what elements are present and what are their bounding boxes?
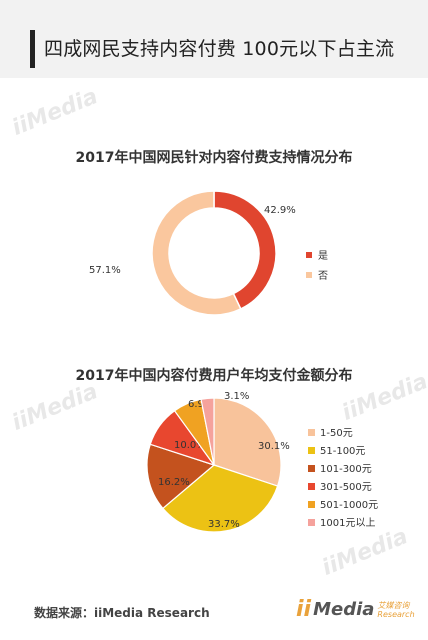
pie-value-label-4: 6.9% [188, 399, 213, 410]
header-accent-bar [30, 30, 35, 68]
legend-swatch-2 [308, 465, 315, 472]
donut-chart-support: 42.9% 57.1% 是否 [89, 190, 328, 316]
pie-value-label-3: 10.0% [174, 440, 206, 451]
pie-chart-spending: 30.1% 33.7% 16.2% 10.0% 6.9% 3.1% 1-50元 51-100元… [146, 391, 378, 533]
pie-value-label-5: 3.1% [224, 391, 249, 402]
legend-label-5: 1001元以上 [320, 517, 375, 529]
legend-label-0: 是 [318, 250, 328, 262]
header-banner: 四成网民支持内容付费 100元以下占主流 [0, 0, 428, 78]
logo-en: Research [377, 609, 415, 619]
page-title: 四成网民支持内容付费 100元以下占主流 [44, 38, 395, 60]
watermark: iiMedia [8, 84, 102, 141]
legend-label-1: 否 [318, 270, 328, 282]
pie-slice-5 [200, 397, 215, 466]
chart-title-spending: 2017年中国内容付费用户年均支付金额分布 [75, 368, 353, 384]
donut-value-label-0: 42.9% [264, 205, 296, 216]
pie-value-label-0: 30.1% [258, 441, 290, 452]
logo-mark: ii [296, 597, 312, 622]
iimedia-logo: ii Media 艾媒咨询 Research [296, 597, 415, 622]
pie-value-label-1: 33.7% [208, 519, 240, 530]
legend-label-2: 101-300元 [320, 464, 372, 475]
legend-swatch-0 [308, 429, 315, 436]
legend-swatch-3 [308, 483, 315, 490]
legend-label-4: 501-1000元 [320, 500, 378, 511]
logo-text: Media [313, 599, 375, 620]
legend-swatch-4 [308, 501, 315, 508]
legend-label-0: 1-50元 [320, 428, 353, 439]
legend-label-1: 51-100元 [320, 446, 365, 457]
logo-cn: 艾媒咨询 [377, 600, 410, 610]
legend-swatch-1 [308, 447, 315, 454]
donut-value-label-1: 57.1% [89, 265, 121, 276]
data-source: 数据来源：iiMedia Research [34, 606, 210, 620]
logo-sub: 艾媒咨询 Research [377, 601, 414, 619]
chart-title-support: 2017年中国网民针对内容付费支持情况分布 [75, 150, 353, 166]
donut-slice-1 [151, 190, 242, 316]
legend-label-3: 301-500元 [320, 482, 372, 493]
pie-slice-0 [213, 397, 282, 487]
pie-value-label-2: 16.2% [158, 477, 190, 488]
pie-slice-2 [146, 443, 216, 510]
legend-swatch-5 [308, 519, 315, 526]
legend-swatch-0 [306, 252, 312, 258]
legend-swatch-1 [306, 272, 312, 278]
pie-slice-1 [162, 464, 279, 533]
